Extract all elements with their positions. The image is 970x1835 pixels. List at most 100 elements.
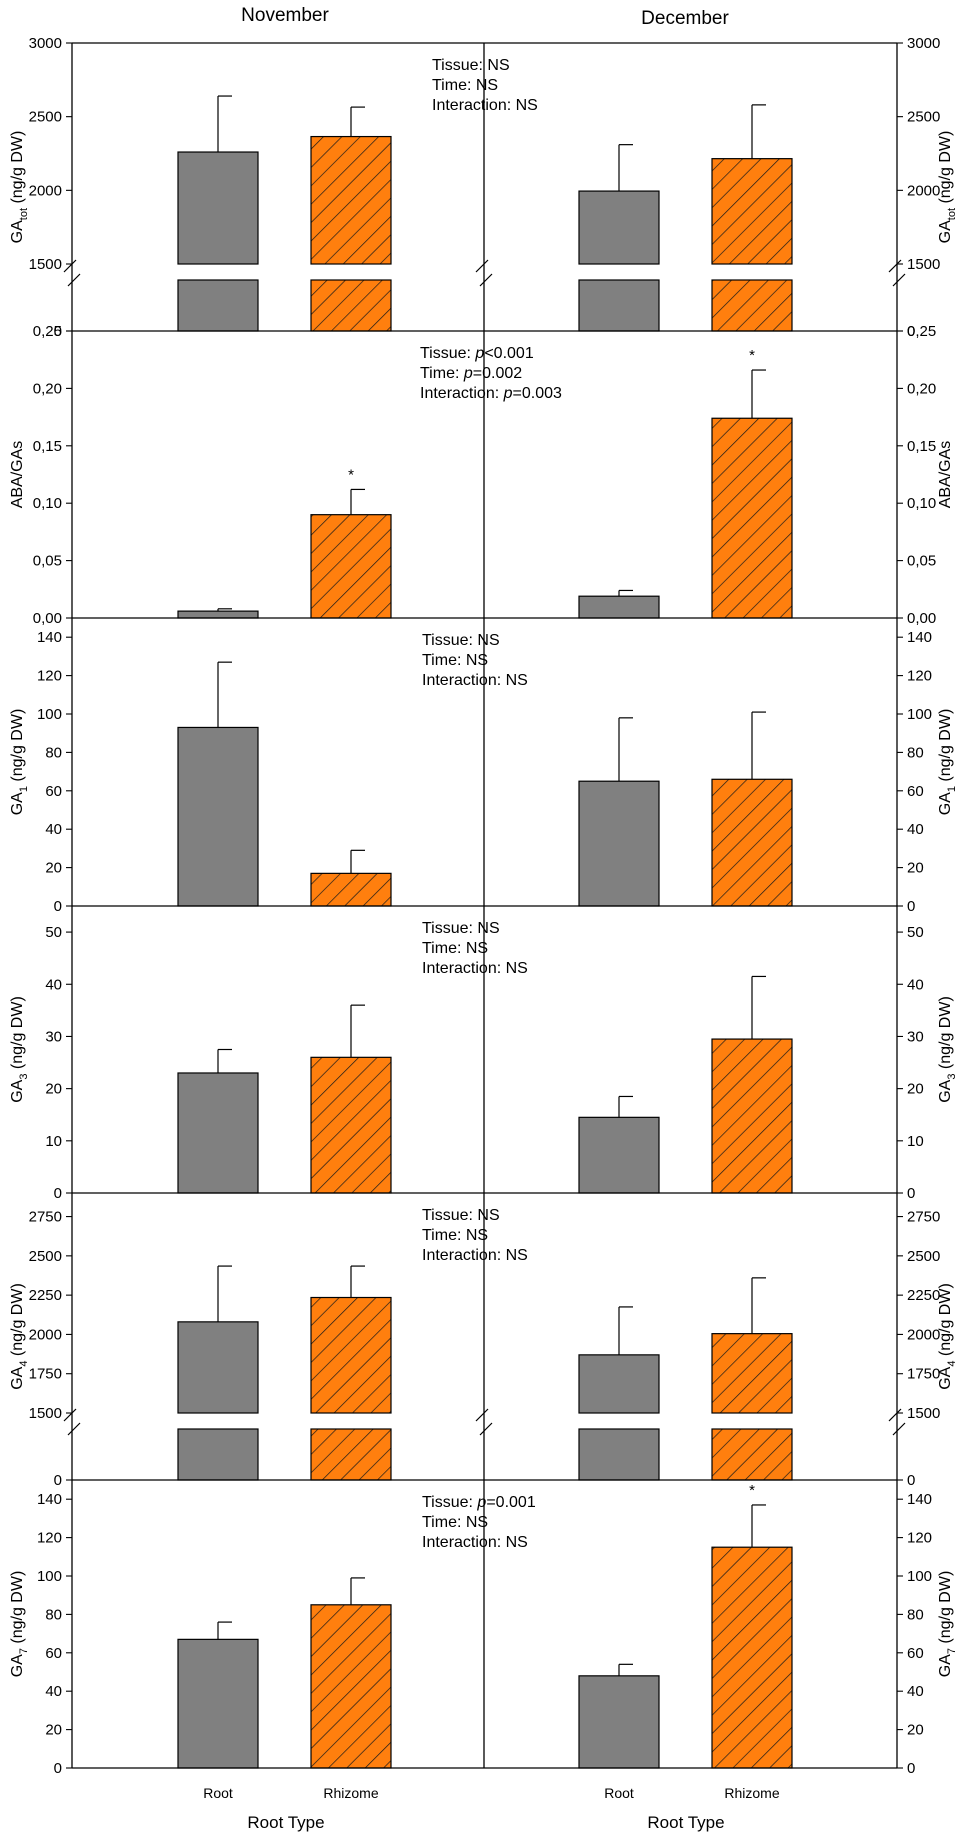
bar-lower-gatot-december-rhizome [711, 279, 793, 332]
axis-break-mark-ga4-2a [888, 1408, 902, 1422]
axis-break-mark-gatot-2a [888, 259, 902, 273]
stat-line-ababyga-1: Time: p=0.002 [420, 365, 522, 382]
y-axis-label-right-ga1: GA1 (ng/g DW) [937, 709, 958, 816]
y-tick-label-left-ga3-1: 10 [45, 1133, 62, 1150]
y-tick-label-left-ga1-1: 20 [45, 860, 62, 877]
y-axis-label-left-ga4: GA4 (ng/g DW) [9, 1283, 30, 1390]
axis-break-mark-gatot-1a [475, 259, 489, 273]
y-tick-label-right-ga3-3: 30 [907, 1028, 924, 1045]
stat-line-ababyga-0: Tissue: p<0.001 [420, 345, 534, 362]
y-tick-label-right-ga1-4: 80 [907, 744, 924, 761]
y-tick-label-right-ababyga-3: 0,15 [907, 438, 936, 455]
panel-ababyga: 0,00 0,00 0,05 0,05 0,10 0,10 0,15 0,15 0,20 0,20… [9, 323, 954, 627]
x-axis-title-november: Root Type [247, 1813, 324, 1832]
y-tick-label-right-ga7-2: 40 [907, 1683, 924, 1700]
stat-line-ga7-1: Time: NS [422, 1514, 488, 1531]
y-tick-label-left-ga7-4: 80 [45, 1606, 62, 1623]
bar-lower-gatot-december-root [578, 279, 660, 332]
y-tick-label-right-gatot-2: 2500 [907, 109, 940, 126]
y-tick-label-right-gatot-0: 1500 [907, 256, 940, 273]
y-axis-label-right-ga4: GA4 (ng/g DW) [937, 1283, 958, 1390]
stat-line-gatot-2: Interaction: NS [432, 97, 538, 114]
y-tick-label-right-ga7-7: 140 [907, 1491, 932, 1508]
y-tick-label-right-ga1-7: 140 [907, 629, 932, 646]
bar-ga4-december-root [578, 1354, 660, 1414]
stat-line-ga7-0: Tissue: p=0.001 [422, 1494, 536, 1511]
bar-ababyga-december-root [578, 595, 660, 619]
bar-lower-ga4-november-rhizome [310, 1428, 392, 1481]
y-tick-label-right-ga3-0: 0 [907, 1185, 915, 1202]
y-axis-label-left-ga3: GA3 (ng/g DW) [9, 996, 30, 1103]
y-tick-label-right-ga7-5: 100 [907, 1568, 932, 1585]
category-label-root-december: Root [604, 1785, 634, 1801]
y-tick-label-left-ga7-0: 0 [54, 1760, 62, 1777]
y-tick-label-right-ababyga-1: 0,05 [907, 553, 936, 570]
y-tick-label-right-ababyga-4: 0,20 [907, 380, 936, 397]
panel-ga3: 0 0 10 10 20 20 30 30 40 40 50 50 GA3 (ng/g DW) GA3 (… [9, 920, 958, 1202]
bar-ga7-december-root [578, 1675, 660, 1769]
bar-ga1-december-rhizome [711, 778, 793, 907]
bar-ga3-december-rhizome [711, 1038, 793, 1194]
stat-line-ga1-1: Time: NS [422, 652, 488, 669]
bar-ga3-november-root [177, 1072, 259, 1194]
y-tick-label-right-zero-gatot: 0 [907, 323, 915, 340]
axis-break-mark-gatot-0a [63, 259, 77, 273]
y-tick-label-left-ababyga-2: 0,10 [33, 495, 62, 512]
stat-line-ga7-2: Interaction: NS [422, 1534, 528, 1551]
y-tick-label-left-ababyga-1: 0,05 [33, 553, 62, 570]
stat-line-gatot-1: Time: NS [432, 77, 498, 94]
bar-ga1-november-rhizome [310, 872, 392, 907]
y-tick-label-right-ga3-2: 20 [907, 1081, 924, 1098]
y-tick-label-right-ga7-0: 0 [907, 1760, 915, 1777]
panel-ga7: 0 0 20 20 40 40 60 60 80 80 100 100 120 120 140 140 * GA7… [9, 1482, 958, 1777]
bar-ga4-november-rhizome [310, 1296, 392, 1414]
y-tick-label-left-ga3-2: 20 [45, 1081, 62, 1098]
y-tick-label-left-gatot-0: 1500 [29, 256, 62, 273]
y-axis-label-left-ga7: GA7 (ng/g DW) [9, 1571, 30, 1678]
bar-ga3-december-root [578, 1116, 660, 1194]
stat-line-ga4-2: Interaction: NS [422, 1247, 528, 1264]
y-tick-label-left-ababyga-0: 0,00 [33, 610, 62, 627]
y-tick-label-left-ga4-4: 2500 [29, 1248, 62, 1265]
y-tick-label-left-ga4-5: 2750 [29, 1209, 62, 1226]
y-tick-label-left-ababyga-3: 0,15 [33, 438, 62, 455]
significance-star-ababyga-november-rhizome: * [348, 466, 354, 483]
bar-ga3-november-rhizome [310, 1056, 392, 1194]
y-tick-label-right-ga1-0: 0 [907, 898, 915, 915]
y-axis-label-left-ababyga: ABA/GAs [9, 441, 26, 509]
axis-break-mark-ga4-1a [475, 1408, 489, 1422]
y-tick-label-left-zero-ga4: 0 [54, 1472, 62, 1489]
y-tick-label-right-gatot-1: 2000 [907, 182, 940, 199]
y-tick-label-left-ga4-3: 2250 [29, 1287, 62, 1304]
y-tick-label-left-ga1-4: 80 [45, 744, 62, 761]
bar-lower-gatot-november-root [177, 279, 259, 332]
y-tick-label-left-gatot-2: 2500 [29, 109, 62, 126]
y-tick-label-left-ga7-3: 60 [45, 1645, 62, 1662]
bar-ababyga-december-rhizome [711, 417, 793, 619]
y-axis-label-right-ababyga: ABA/GAs [937, 441, 954, 509]
y-tick-label-right-zero-ga4: 0 [907, 1472, 915, 1489]
y-tick-label-right-ga4-3: 2250 [907, 1287, 940, 1304]
y-tick-label-right-ga7-3: 60 [907, 1645, 924, 1662]
panel-gatot: 1500 1500 2000 2000 2500 2500 3000 3000 0 0 GAtot … [9, 35, 958, 340]
column-title-december: December [641, 8, 729, 29]
y-axis-label-left-gatot: GAtot (ng/g DW) [9, 131, 30, 244]
bar-ga1-november-root [177, 726, 259, 907]
category-label-rhizome-november: Rhizome [323, 1785, 378, 1801]
bar-lower-ga4-november-root [177, 1428, 259, 1481]
bar-gatot-december-rhizome [711, 158, 793, 265]
bar-lower-ga4-december-rhizome [711, 1428, 793, 1481]
significance-star-ababyga-december-rhizome: * [749, 347, 755, 364]
y-axis-label-right-ga3: GA3 (ng/g DW) [937, 996, 958, 1103]
y-tick-label-left-ga3-5: 50 [45, 924, 62, 941]
bar-ga7-november-root [177, 1638, 259, 1769]
stat-line-ga3-2: Interaction: NS [422, 960, 528, 977]
stat-line-ga4-0: Tissue: NS [422, 1207, 500, 1224]
y-tick-label-right-ga1-6: 120 [907, 668, 932, 685]
axis-break-mark-ga4-2b [892, 1422, 906, 1436]
panel-ga1: 0 0 20 20 40 40 60 60 80 80 100 100 120 120 140 140 GA1 … [9, 629, 958, 915]
bar-gatot-november-root [177, 151, 259, 265]
y-tick-label-right-ababyga-5: 0,25 [907, 323, 936, 340]
y-tick-label-right-ga3-1: 10 [907, 1133, 924, 1150]
